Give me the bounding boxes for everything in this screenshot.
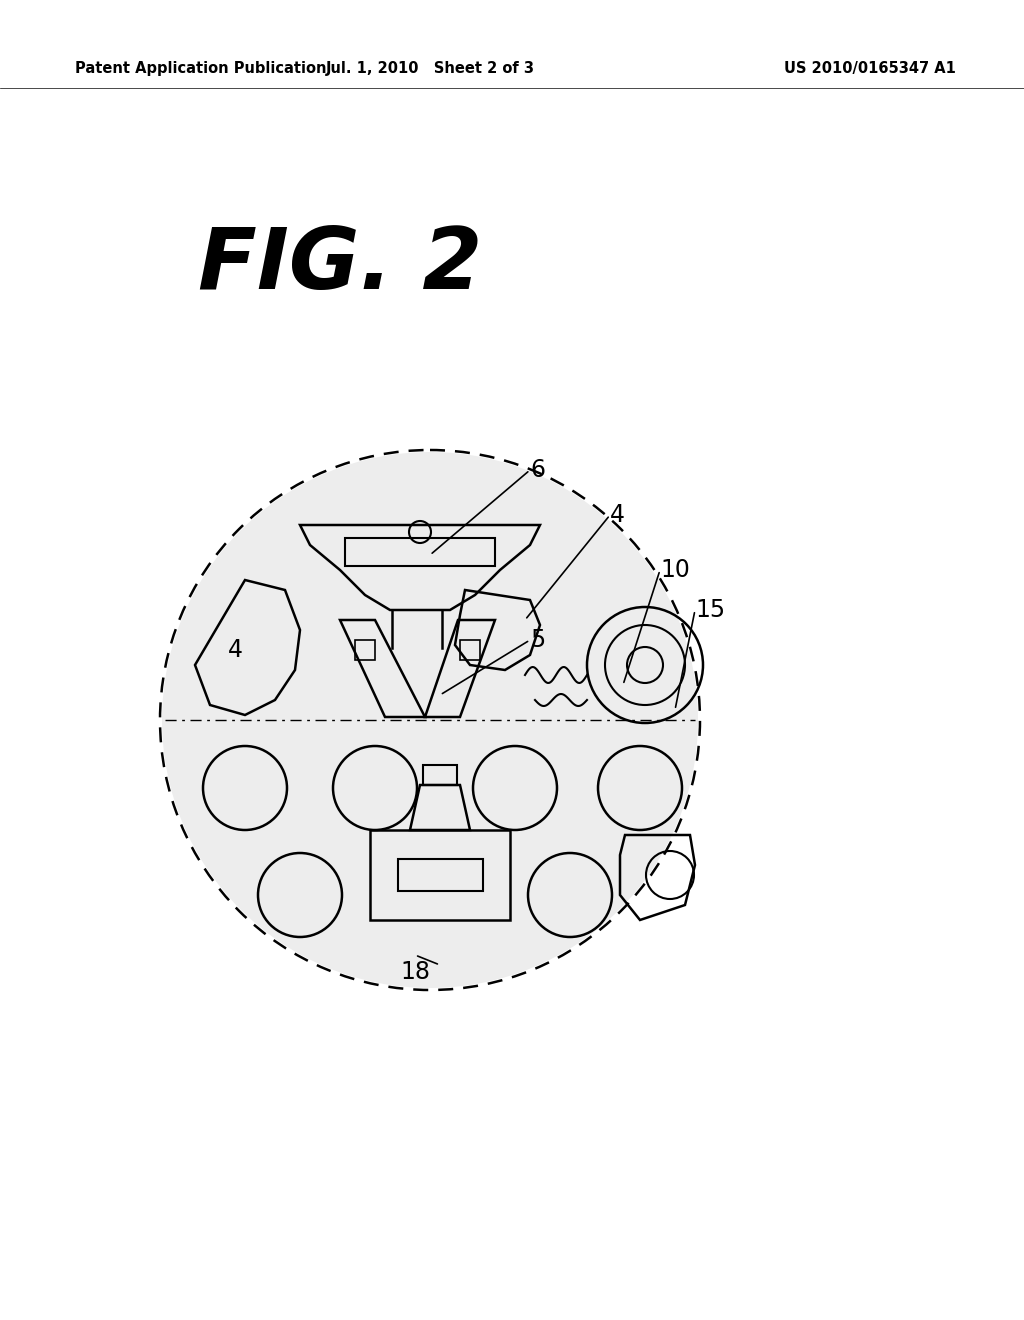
- Text: Patent Application Publication: Patent Application Publication: [75, 61, 327, 75]
- Text: 4: 4: [610, 503, 625, 527]
- Text: 15: 15: [695, 598, 725, 622]
- Bar: [423, 766, 457, 785]
- Text: 4: 4: [228, 638, 243, 663]
- Bar: [370, 830, 510, 920]
- Bar: [460, 640, 480, 660]
- Text: 10: 10: [660, 558, 690, 582]
- Bar: [355, 640, 375, 660]
- Bar: [398, 859, 483, 891]
- Text: Jul. 1, 2010   Sheet 2 of 3: Jul. 1, 2010 Sheet 2 of 3: [326, 61, 535, 75]
- Text: FIG. 2: FIG. 2: [198, 223, 482, 306]
- Text: 18: 18: [400, 960, 430, 983]
- Bar: [345, 539, 495, 566]
- Text: 6: 6: [530, 458, 545, 482]
- Text: 5: 5: [530, 628, 545, 652]
- Text: US 2010/0165347 A1: US 2010/0165347 A1: [784, 61, 956, 75]
- Circle shape: [162, 451, 698, 987]
